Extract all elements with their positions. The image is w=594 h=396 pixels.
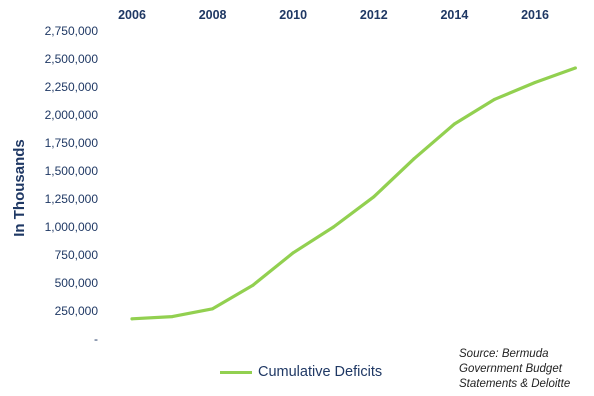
y-tick-label: 1,000,000 <box>45 220 99 234</box>
data-point <box>211 307 215 311</box>
data-point <box>251 283 255 287</box>
x-axis-tick-labels: 2006 2008 2010 2012 2014 2016 <box>118 8 549 22</box>
data-point <box>452 122 456 126</box>
data-point <box>130 317 134 321</box>
x-tick-label: 2008 <box>199 8 227 22</box>
y-tick-label: 500,000 <box>55 276 99 290</box>
y-tick-label: 2,250,000 <box>45 80 99 94</box>
source-annotation: Source: Bermuda Government Budget Statem… <box>459 347 594 392</box>
y-tick-label: 2,000,000 <box>45 108 99 122</box>
y-axis-tick-labels: - 250,000 500,000 750,000 1,000,000 1,250,000… <box>45 24 99 346</box>
legend: Cumulative Deficits <box>220 362 382 382</box>
y-tick-label: - <box>94 332 98 346</box>
data-point <box>493 97 497 101</box>
y-tick-label: 250,000 <box>55 304 99 318</box>
y-tick-label: 1,500,000 <box>45 164 99 178</box>
data-point <box>412 157 416 161</box>
y-tick-label: 750,000 <box>55 248 99 262</box>
data-point <box>573 66 577 70</box>
series-line-cumulative-deficits <box>130 66 577 321</box>
series-points <box>130 66 577 321</box>
x-tick-label: 2006 <box>118 8 146 22</box>
data-point <box>533 81 537 85</box>
data-point <box>291 251 295 255</box>
x-tick-label: 2014 <box>440 8 468 22</box>
y-tick-label: 2,750,000 <box>45 24 99 38</box>
y-tick-label: 1,750,000 <box>45 136 99 150</box>
x-tick-label: 2012 <box>360 8 388 22</box>
source-line-3: Statements & Deloitte <box>459 378 571 390</box>
source-line-1: Source: Bermuda <box>459 348 549 360</box>
y-axis-label: In Thousands <box>11 139 28 237</box>
y-tick-label: 2,500,000 <box>45 52 99 66</box>
legend-label: Cumulative Deficits <box>258 364 383 380</box>
data-point <box>170 315 174 319</box>
x-tick-label: 2010 <box>279 8 307 22</box>
data-point <box>372 195 376 199</box>
data-point <box>332 225 335 229</box>
x-tick-label: 2016 <box>521 8 549 22</box>
y-tick-label: 1,250,000 <box>45 192 99 206</box>
legend-swatch <box>220 370 252 374</box>
source-line-2: Government Budget <box>459 363 562 375</box>
